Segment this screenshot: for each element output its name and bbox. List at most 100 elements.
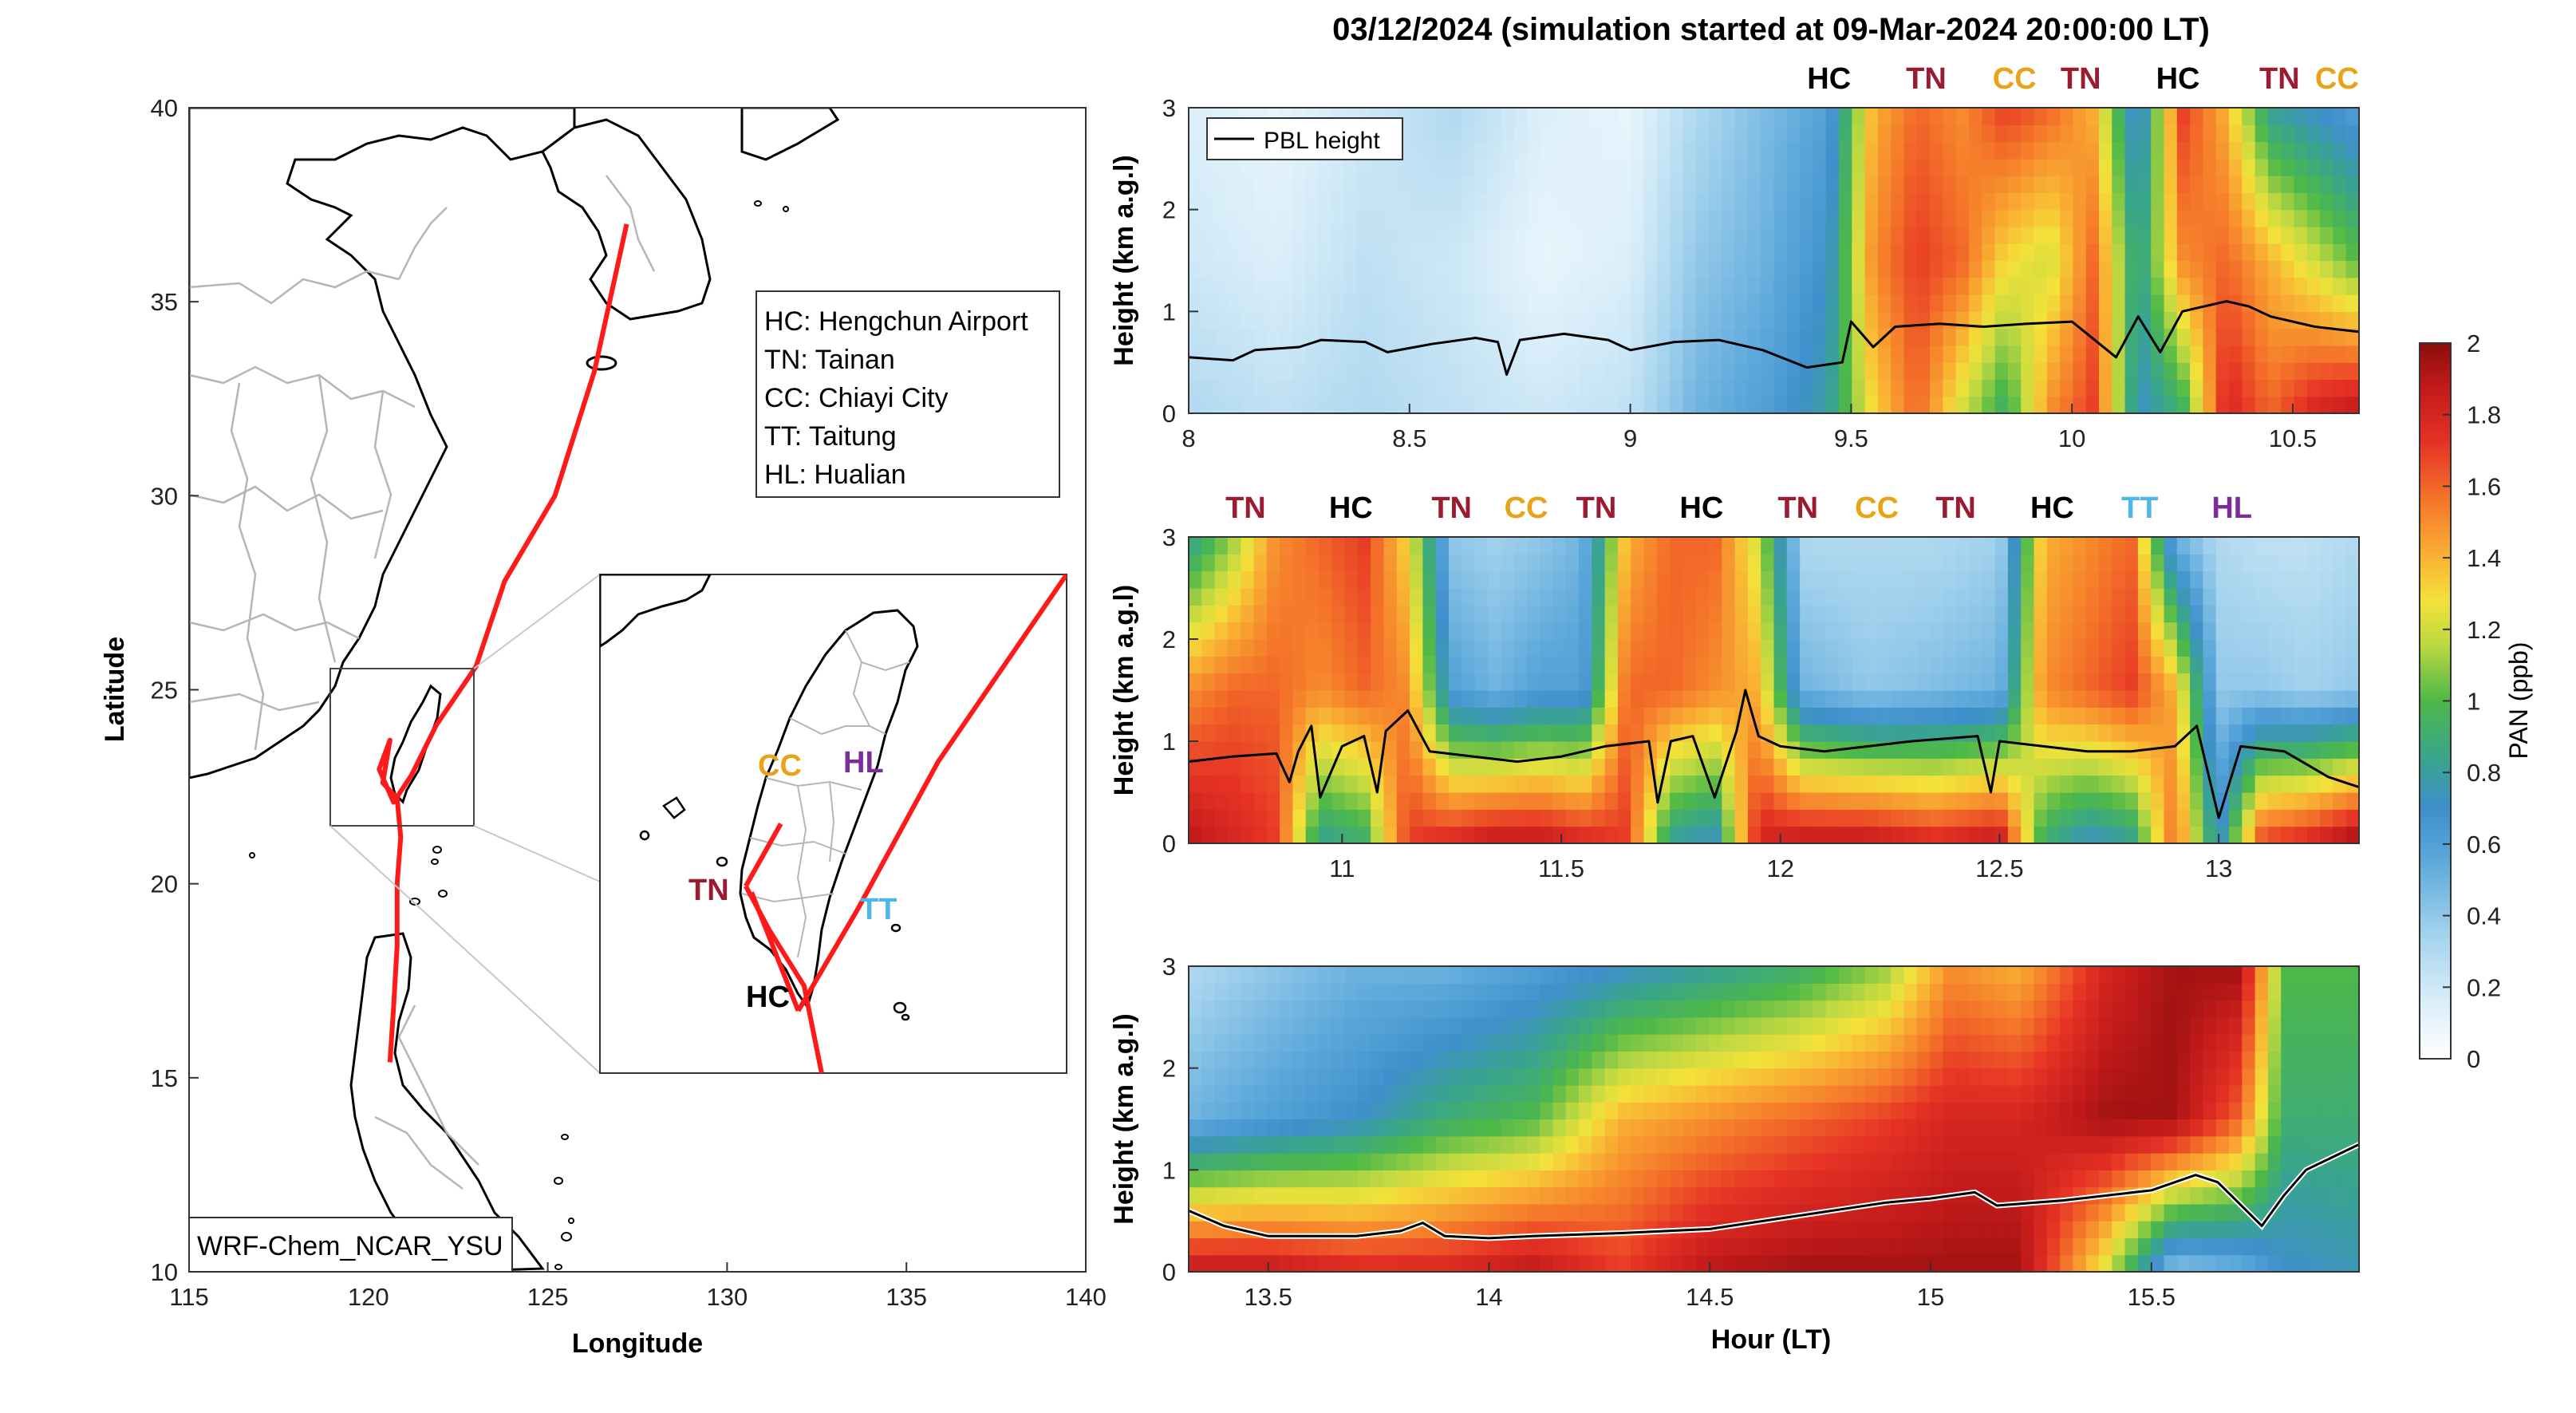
heatmap-cell xyxy=(1891,707,1905,725)
heatmap-cell xyxy=(1631,741,1645,759)
heatmap-cell xyxy=(2306,724,2321,742)
heatmap-cell xyxy=(1839,124,1852,143)
heatmap-cell xyxy=(2229,1221,2243,1239)
heatmap-cell xyxy=(1643,1186,1658,1205)
heatmap-cell xyxy=(1319,1237,1332,1256)
heatmap-cell xyxy=(1513,622,1528,640)
heatmap-cell xyxy=(1241,1000,1255,1018)
heatmap-cell xyxy=(1722,690,1736,708)
heatmap-cell xyxy=(2333,192,2347,211)
heatmap-cell xyxy=(1319,707,1332,725)
heatmap-cell xyxy=(2294,537,2308,555)
heatmap-cell xyxy=(1266,826,1280,844)
heatmap-cell xyxy=(2333,311,2347,330)
heatmap-cell xyxy=(2021,1203,2035,1222)
heatmap-cell xyxy=(1643,1135,1658,1154)
heatmap-cell xyxy=(2007,1084,2022,1103)
heatmap-cell xyxy=(1501,209,1515,227)
heatmap-cell xyxy=(1241,176,1255,193)
heatmap-cell xyxy=(1682,108,1697,125)
heatmap-cell xyxy=(1969,1221,1982,1239)
heatmap-cell xyxy=(2229,1034,2243,1052)
heatmap-cell xyxy=(1292,243,1307,262)
heatmap-cell xyxy=(2099,1102,2112,1120)
heatmap-cell xyxy=(1852,1170,1866,1188)
heatmap-cell xyxy=(1813,588,1827,606)
heatmap-cell xyxy=(1709,1237,1722,1256)
heatmap-cell xyxy=(2320,1237,2333,1256)
heatmap-cell xyxy=(1943,1119,1957,1137)
heatmap-cell xyxy=(1800,277,1813,295)
heatmap-cell xyxy=(1227,209,1241,227)
heatmap-cell xyxy=(1813,1237,1827,1256)
heatmap-cell xyxy=(2190,554,2203,572)
heatmap-cell xyxy=(1722,345,1736,363)
heatmap-cell xyxy=(1462,570,1476,589)
heatmap-cell xyxy=(1994,656,2009,674)
heatmap-cell xyxy=(1292,345,1307,363)
heatmap-cell xyxy=(1331,345,1346,363)
heatmap-cell xyxy=(1214,639,1229,657)
heatmap-cell xyxy=(1462,983,1476,1001)
heatmap-cell xyxy=(1526,345,1540,363)
heatmap-cell xyxy=(1994,260,2009,278)
heatmap-cell xyxy=(1266,260,1280,278)
map-x-tick-label: 135 xyxy=(886,1283,927,1311)
heatmap-cell xyxy=(2190,588,2203,606)
heatmap-cell xyxy=(1552,537,1567,555)
heatmap-cell xyxy=(2176,983,2191,1001)
heatmap-cell xyxy=(1266,1084,1280,1103)
heatmap-cell xyxy=(1891,656,1905,674)
heatmap-cell xyxy=(2164,141,2178,160)
heatmap-cell xyxy=(1501,158,1515,176)
heatmap-cell xyxy=(1592,758,1606,776)
heatmap-cell xyxy=(1800,1102,1813,1120)
heatmap-cell xyxy=(1579,724,1592,742)
heatmap-cell xyxy=(1955,141,1970,160)
heatmap-cell xyxy=(1253,158,1268,176)
heatmap-cell xyxy=(1292,570,1307,589)
heatmap-cell xyxy=(1462,639,1476,657)
heatmap-cell xyxy=(1955,362,1970,381)
heatmap-cell xyxy=(1747,158,1761,176)
heatmap-cell xyxy=(2073,294,2087,312)
heatmap-cell xyxy=(1916,192,1931,211)
heatmap-cell xyxy=(1943,1034,1957,1052)
heatmap-cell xyxy=(1552,1068,1567,1086)
heatmap-cell xyxy=(2281,588,2295,606)
heatmap-cell xyxy=(1565,537,1580,555)
heatmap-cell xyxy=(1695,1034,1710,1052)
heatmap-cell xyxy=(2085,396,2100,414)
heatmap-cell xyxy=(1383,690,1398,708)
heatmap-cell xyxy=(1319,554,1332,572)
heatmap-cell xyxy=(2333,741,2347,759)
heatmap-cell xyxy=(2203,966,2217,984)
heatmap-cell xyxy=(2215,1051,2230,1069)
heatmap-cell xyxy=(2137,1051,2152,1069)
heatmap-cell xyxy=(1943,826,1957,844)
heatmap-cell xyxy=(1670,176,1683,193)
heatmap-cell xyxy=(1487,983,1501,1001)
heatmap-cell xyxy=(1643,1084,1658,1103)
heatmap-cell xyxy=(1709,176,1722,193)
heatmap-cell xyxy=(2294,1084,2308,1103)
heatmap-cell xyxy=(1383,311,1398,330)
panel-y-tick-label: 3 xyxy=(1162,523,1176,551)
heatmap-cell xyxy=(1266,656,1280,674)
heatmap-cell xyxy=(2085,1119,2100,1137)
heatmap-cell xyxy=(1227,1016,1241,1035)
heatmap-cell xyxy=(1501,1186,1515,1205)
heatmap-cell xyxy=(1189,345,1202,363)
heatmap-cell xyxy=(2060,1068,2073,1086)
heatmap-cell xyxy=(2190,1084,2203,1103)
heatmap-cell xyxy=(2137,673,2152,691)
heatmap-cell xyxy=(1552,311,1567,330)
heatmap-cell xyxy=(2151,1135,2165,1154)
heatmap-cell xyxy=(1734,124,1749,143)
heatmap-cell xyxy=(1526,226,1540,244)
heatmap-cell xyxy=(1241,1170,1255,1188)
heatmap-cell xyxy=(1331,192,1346,211)
heatmap-cell xyxy=(1214,1254,1229,1273)
heatmap-cell xyxy=(2007,983,2022,1001)
heatmap-cell xyxy=(1864,1221,1879,1239)
